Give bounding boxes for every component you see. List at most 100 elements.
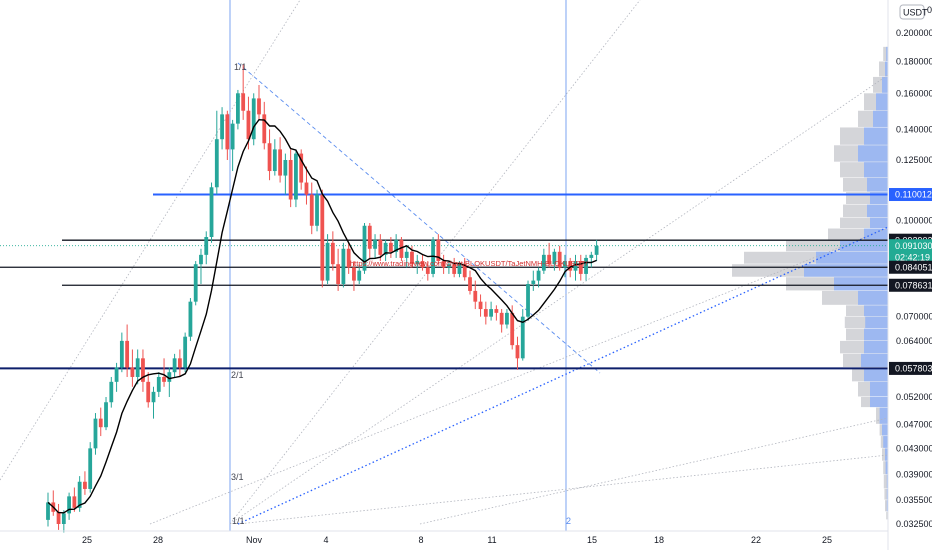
candle-body xyxy=(320,194,325,281)
price-axis-tick: 0.043000 xyxy=(896,443,932,453)
fan-line xyxy=(237,454,889,525)
candle-body xyxy=(568,261,573,271)
price-axis-tick: 0.140000 xyxy=(896,124,932,134)
candle-body xyxy=(552,251,557,265)
candle-body xyxy=(309,194,314,226)
time-axis-tick: 8 xyxy=(418,535,423,545)
candle-body xyxy=(420,261,425,268)
candle-body xyxy=(383,242,388,255)
time-axis-tick: 28 xyxy=(153,535,163,545)
fan-label: 3/1 xyxy=(231,472,244,482)
volume-profile-bar xyxy=(883,474,888,489)
candle-body xyxy=(452,264,457,274)
time-axis-tick: 18 xyxy=(654,535,664,545)
trend-line-dotted xyxy=(237,226,889,525)
volume-profile-bar-up xyxy=(864,367,888,382)
candle-body xyxy=(199,254,203,265)
volume-profile-bar-up xyxy=(804,264,888,277)
price-tag-value: 0.078631 xyxy=(895,280,932,290)
price-tag-value: 0.110012 xyxy=(895,190,932,200)
time-axis-tick: 25 xyxy=(822,535,832,545)
price-tag-countdown: 02:42:19 xyxy=(895,253,930,263)
candle-body xyxy=(362,225,367,271)
candle-body xyxy=(114,367,119,382)
volume-profile-bar-up xyxy=(876,93,888,111)
candle-body xyxy=(473,290,478,302)
time-axis-tick: 15 xyxy=(587,535,597,545)
moving-average xyxy=(47,118,597,514)
candle-body xyxy=(499,312,504,325)
candle-body xyxy=(278,149,282,176)
candle-body xyxy=(394,239,399,252)
price-axis-tick: 0.052000 xyxy=(896,392,932,402)
candle-body xyxy=(83,481,87,489)
candle-body xyxy=(557,251,562,268)
candle-body xyxy=(563,261,567,268)
candle-body xyxy=(61,513,66,524)
price-tag-value: 0.084051 xyxy=(895,262,932,272)
candle-body xyxy=(193,264,198,302)
price-axis-tick: 0.035500 xyxy=(896,495,932,505)
price-tags: 0.1100120.0929020.09103002:42:190.084051… xyxy=(889,188,932,375)
price-axis-tick: 0.032500 xyxy=(896,519,932,529)
volume-profile-bar-up xyxy=(885,461,888,475)
chart-watermark-link[interactable]: https://www.tradingview.com/chart/BLOKUS… xyxy=(350,259,588,268)
volume-profile-bar-up xyxy=(885,61,888,77)
price-axis-tick: 0.100000 xyxy=(896,215,932,225)
candle-body xyxy=(204,237,209,255)
candle-body xyxy=(330,242,335,265)
time-axis[interactable]: 25 28 Nov 4 8 11 15 18 22 25 xyxy=(82,535,832,545)
candle-body xyxy=(573,261,578,271)
candle-body xyxy=(431,239,435,274)
candle-body xyxy=(214,139,219,188)
volume-profile-bar xyxy=(840,217,888,229)
candle-body xyxy=(220,114,224,140)
price-axis[interactable]: 0.200000 0.180000 0.160000 0.140000 0.125000… xyxy=(896,28,932,529)
time-axis-tick: Nov xyxy=(246,535,263,545)
candle-body xyxy=(104,402,108,428)
volume-profile-bar-up xyxy=(858,290,888,305)
volume-profile-bar-up xyxy=(883,436,888,448)
volume-profile-bar-up xyxy=(886,46,888,61)
candle-body xyxy=(177,358,182,368)
candle-body xyxy=(183,336,188,368)
volume-profile-bar xyxy=(883,46,888,61)
trend-line-dashed xyxy=(237,62,601,374)
candle-body xyxy=(494,309,499,313)
currency-badge[interactable]: USDT 0 xyxy=(899,4,932,20)
candle-body xyxy=(162,376,166,382)
candle-body xyxy=(236,93,240,124)
price-axis-tick: 0.200000 xyxy=(896,28,932,38)
candle-body xyxy=(478,301,483,310)
candle-body xyxy=(373,239,377,249)
volume-profile-bar-up xyxy=(886,474,888,489)
currency-label: USDT xyxy=(903,8,928,18)
candle-body xyxy=(267,143,272,172)
candle-body xyxy=(257,98,261,115)
candle-body xyxy=(88,448,93,489)
candle-body xyxy=(357,270,362,281)
candle-body xyxy=(536,270,541,281)
volume-profile-bar-up xyxy=(834,277,888,291)
price-tag xyxy=(889,278,932,292)
volume-profile-bar-up xyxy=(882,76,888,93)
candles xyxy=(46,64,599,533)
price-axis-tick: 0.064000 xyxy=(896,336,932,346)
candle-body xyxy=(462,264,467,278)
volume-profile-bar-up xyxy=(873,110,888,127)
candle-body xyxy=(72,496,77,508)
price-tag xyxy=(889,188,932,202)
candle-body xyxy=(251,98,256,140)
candle-body xyxy=(457,264,462,274)
candle-body xyxy=(98,418,103,428)
candle-body xyxy=(505,312,509,325)
price-axis-tick: 0.047000 xyxy=(896,419,932,429)
moving-average-line xyxy=(47,118,597,514)
volume-profile-bar-up xyxy=(879,407,888,424)
time-axis-tick: 11 xyxy=(487,535,496,545)
volume-profile-bar xyxy=(885,500,888,512)
volume-profile-bar xyxy=(879,61,888,77)
candle-body xyxy=(367,225,372,249)
candle-body xyxy=(404,251,409,258)
